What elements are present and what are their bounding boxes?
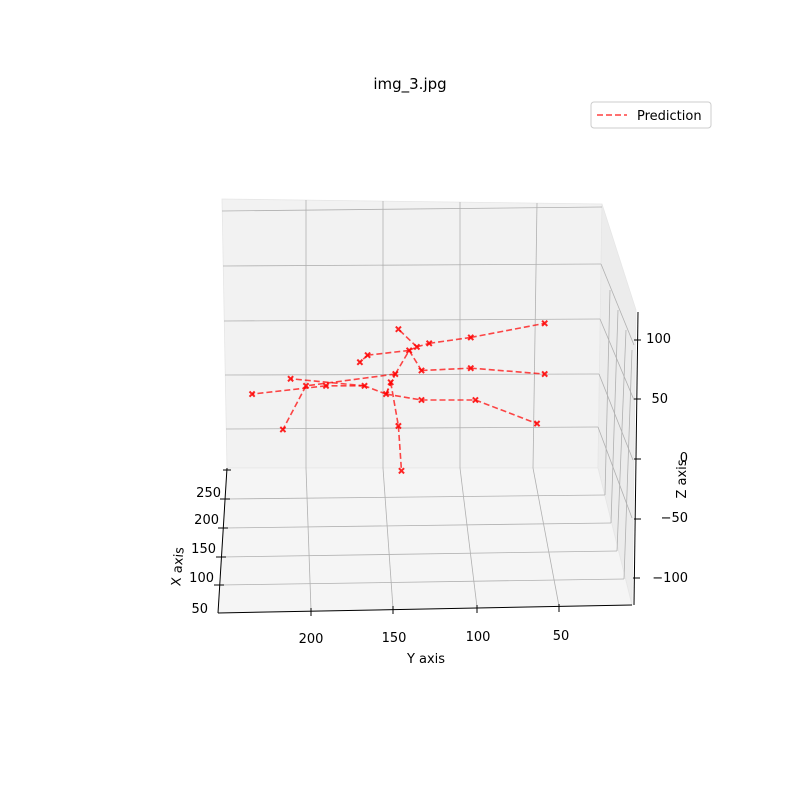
x-axis-line xyxy=(217,467,228,614)
grid-line xyxy=(616,329,627,552)
joint-marker xyxy=(467,334,475,341)
skeleton-bone xyxy=(416,342,430,348)
joint-marker xyxy=(398,467,405,475)
grid-line xyxy=(382,467,394,609)
skeleton-points xyxy=(248,319,549,475)
grid-line xyxy=(223,522,612,529)
joint-marker xyxy=(395,422,402,430)
skeleton-bone xyxy=(364,385,387,395)
y-tick-label: 100 xyxy=(466,630,491,645)
joint-marker xyxy=(287,375,294,383)
grid-line xyxy=(623,349,633,580)
tick-labels: 50 100 150 200 250 200 150 100 50 100 50… xyxy=(189,332,688,647)
skeleton-bone xyxy=(385,393,422,401)
joint-marker xyxy=(387,378,395,386)
joint-marker xyxy=(392,370,399,378)
grid-line xyxy=(532,467,560,607)
skeleton-bone xyxy=(389,382,400,427)
skeleton-bone xyxy=(429,336,471,345)
y-tick-label: 150 xyxy=(382,631,407,646)
grid-line xyxy=(221,206,603,212)
z-tick-label: −100 xyxy=(652,571,688,586)
x-axis-title: X axis xyxy=(169,546,187,586)
tick-marks xyxy=(214,339,641,616)
skeleton-bone xyxy=(290,377,365,387)
joint-marker xyxy=(533,420,541,427)
axes-panes xyxy=(217,198,637,614)
grid-line xyxy=(222,263,602,267)
skeleton-bone xyxy=(470,322,545,339)
z-axis-title: Z axis xyxy=(675,459,690,498)
grid-line xyxy=(219,578,625,586)
x-tick-label: 100 xyxy=(189,571,214,586)
joint-marker xyxy=(356,358,364,366)
legend: Prediction xyxy=(590,101,712,129)
chart-title: img_3.jpg xyxy=(373,75,446,94)
grid-line xyxy=(305,467,312,611)
y-tick-label: 200 xyxy=(299,632,324,647)
x-tick-label: 150 xyxy=(191,542,216,557)
y-axis-line xyxy=(217,604,633,614)
skeleton-bone xyxy=(282,385,307,430)
skeleton-bone xyxy=(394,350,410,375)
skeleton-bone xyxy=(397,328,418,348)
z-tick-label: 100 xyxy=(646,332,671,347)
grid-line xyxy=(604,289,611,496)
skeleton-edges xyxy=(252,322,545,471)
z-tick-label: 50 xyxy=(651,392,668,407)
z-tick-label: −50 xyxy=(661,511,688,526)
floor-pane xyxy=(217,467,633,614)
grid-line xyxy=(600,263,635,346)
joint-marker xyxy=(279,426,287,433)
skeleton-bone xyxy=(421,367,471,372)
joint-marker xyxy=(413,343,421,351)
legend-box xyxy=(590,101,712,129)
grid-lines xyxy=(219,200,635,611)
joint-marker xyxy=(395,325,402,333)
joint-marker xyxy=(467,364,475,372)
skeleton-bone xyxy=(475,399,538,425)
skeleton-bone xyxy=(305,373,396,387)
x-tick-label: 50 xyxy=(191,602,208,617)
skeleton-bone xyxy=(397,425,403,471)
grid-line xyxy=(598,373,634,461)
skeleton-bone xyxy=(470,367,545,375)
joint-marker xyxy=(472,396,479,404)
joint-marker xyxy=(405,347,413,354)
grid-line xyxy=(223,318,601,322)
grid-line xyxy=(225,426,599,430)
x-tick-label: 200 xyxy=(194,513,219,528)
joint-marker xyxy=(418,367,425,374)
joint-marker xyxy=(322,382,330,390)
joint-marker xyxy=(418,396,425,404)
joint-marker xyxy=(364,351,371,359)
skeleton-bone xyxy=(408,350,423,371)
y-tick-label: 50 xyxy=(553,629,570,644)
joint-marker xyxy=(425,340,433,347)
skeleton-bone xyxy=(367,349,410,356)
joint-marker xyxy=(541,370,549,378)
grid-line xyxy=(610,309,619,524)
z-tick-label: 0 xyxy=(680,451,688,466)
joint-marker xyxy=(382,390,390,398)
skeleton-bone xyxy=(252,385,327,395)
grid-line xyxy=(532,202,538,469)
grid-line xyxy=(221,550,618,558)
joint-marker xyxy=(302,382,310,390)
x-tick-label: 250 xyxy=(196,486,221,501)
joint-marker xyxy=(541,319,549,327)
grid-line xyxy=(459,467,478,608)
grid-line xyxy=(225,494,606,500)
grid-line xyxy=(599,318,635,401)
y-axis-title: Y axis xyxy=(406,652,445,667)
joint-marker xyxy=(361,382,368,390)
joint-marker xyxy=(248,390,256,398)
legend-label: Prediction xyxy=(637,109,702,124)
